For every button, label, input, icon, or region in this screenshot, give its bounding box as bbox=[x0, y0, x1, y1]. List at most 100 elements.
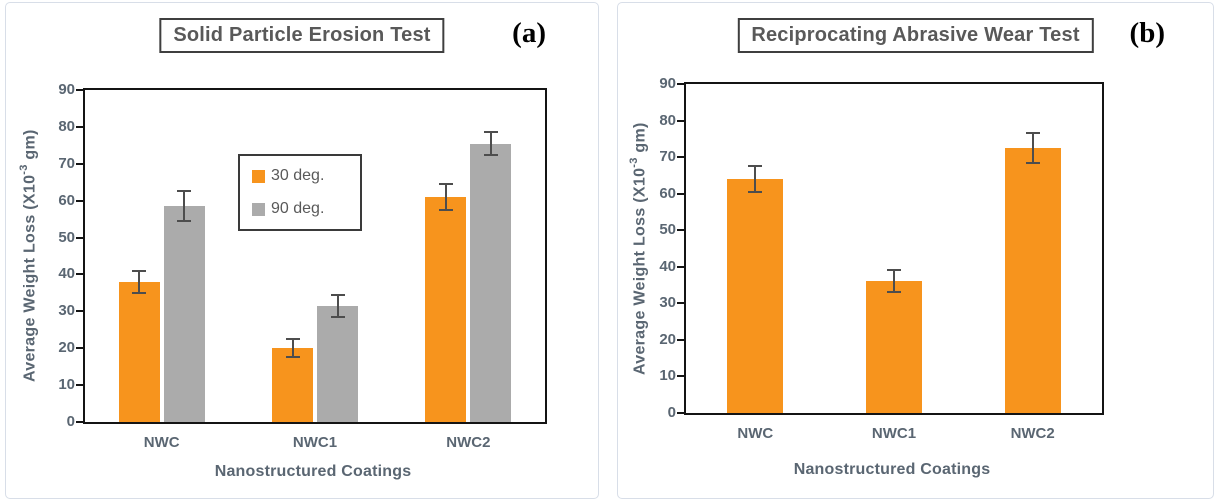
y-tick-mark bbox=[76, 310, 83, 313]
y-tick-label: 0 bbox=[667, 404, 676, 421]
y-tick-mark bbox=[76, 199, 83, 202]
y-tick-mark bbox=[677, 156, 684, 159]
y-tick-label: 30 bbox=[659, 294, 676, 312]
y-tick-label: 0 bbox=[66, 413, 75, 430]
y-tick-label: 90 bbox=[659, 75, 676, 92]
y-tick-label: 50 bbox=[659, 221, 676, 239]
x-tick-label: NWC1 bbox=[292, 434, 338, 451]
error-bar-cap-bottom bbox=[748, 190, 763, 193]
plot-area-a: 30 deg. 90 deg. 0 10 20 30 40 50 60 70 80 90 NWC NW… bbox=[58, 81, 547, 451]
y-tick-mark bbox=[76, 384, 83, 387]
error-bar-cap-bottom bbox=[177, 219, 192, 222]
error-bar-cap-top bbox=[285, 338, 300, 340]
error-bar-line bbox=[183, 191, 186, 221]
y-tick-label: 50 bbox=[58, 228, 75, 246]
error-bar-cap-top bbox=[1025, 132, 1040, 135]
error-bar-cap-bottom bbox=[887, 291, 901, 294]
error-bar-cap-bottom bbox=[132, 291, 147, 294]
y-tick-mark bbox=[677, 192, 684, 195]
y-tick-mark bbox=[677, 119, 684, 122]
y-tick-label: 40 bbox=[659, 257, 676, 275]
panel-a: Solid Particle Erosion Test (a) Average … bbox=[5, 2, 599, 499]
x-tick-label: NWC1 bbox=[871, 425, 917, 442]
error-bar-line bbox=[291, 339, 294, 358]
bar bbox=[317, 305, 358, 422]
y-tick-label: 70 bbox=[58, 154, 75, 172]
y-tick-mark bbox=[76, 273, 83, 276]
y-axis-title-b-superscript: -3 bbox=[628, 157, 640, 168]
y-tick-label: 80 bbox=[58, 117, 75, 135]
x-tick-label: NWC2 bbox=[446, 434, 491, 451]
error-bar-cap-top bbox=[132, 269, 147, 272]
x-tick-label: NWC bbox=[737, 425, 774, 442]
y-tick-mark bbox=[76, 89, 83, 91]
x-axis-title-a: Nanostructured Coatings bbox=[214, 463, 412, 480]
error-bar-cap-top bbox=[887, 269, 901, 272]
y-tick-mark bbox=[677, 412, 684, 414]
legend: 30 deg. 90 deg. bbox=[238, 154, 362, 231]
error-bar-cap-top bbox=[483, 131, 498, 134]
y-tick-mark bbox=[76, 236, 83, 239]
plot-area-b: 0 10 20 30 40 50 60 70 80 90 NWC NWC1 NWC2 bbox=[659, 75, 1104, 442]
y-tick-label: 70 bbox=[659, 148, 676, 166]
panel-label-a: (a) bbox=[512, 17, 546, 49]
legend-label-90deg: 90 deg. bbox=[271, 200, 325, 217]
y-tick-label: 20 bbox=[58, 339, 75, 357]
error-bar-cap-top bbox=[330, 293, 345, 296]
bar bbox=[163, 206, 205, 422]
error-bar-line bbox=[754, 166, 757, 192]
panel-b: Reciprocating Abrasive Wear Test (b) Ave… bbox=[617, 2, 1214, 499]
legend-item-30deg: 30 deg. bbox=[252, 167, 348, 185]
error-bar-line bbox=[489, 132, 492, 155]
y-tick-label: 20 bbox=[659, 330, 676, 348]
error-bar-cap-bottom bbox=[1025, 161, 1040, 164]
y-tick-mark bbox=[677, 83, 684, 85]
y-tick-mark bbox=[677, 338, 684, 341]
bar bbox=[727, 179, 784, 413]
y-tick-label: 10 bbox=[659, 367, 676, 385]
y-tick-mark bbox=[677, 302, 684, 305]
y-tick-mark bbox=[677, 375, 684, 378]
chart-title-a: Solid Particle Erosion Test bbox=[173, 24, 431, 46]
y-tick-mark bbox=[677, 265, 684, 268]
error-bar-line bbox=[1031, 133, 1034, 163]
y-tick-label: 30 bbox=[58, 302, 75, 320]
x-tick-label: NWC bbox=[143, 434, 180, 451]
bar bbox=[1004, 147, 1061, 413]
error-bar-line bbox=[336, 294, 339, 317]
y-tick-mark bbox=[677, 229, 684, 232]
y-tick-label: 90 bbox=[58, 81, 75, 98]
error-bar-cap-bottom bbox=[330, 315, 345, 318]
error-bar-cap-top bbox=[438, 183, 453, 186]
legend-label-30deg: 30 deg. bbox=[271, 167, 325, 184]
bar bbox=[866, 281, 922, 413]
error-bar-line bbox=[893, 270, 895, 293]
y-tick-label: 40 bbox=[58, 265, 75, 283]
error-bar-cap-bottom bbox=[483, 153, 498, 156]
bar bbox=[118, 281, 160, 422]
x-axis-title-b: Nanostructured Coatings bbox=[793, 461, 991, 478]
y-axis-title-a-superscript: -3 bbox=[18, 164, 30, 176]
y-tick-label: 10 bbox=[58, 376, 75, 394]
chart-title-b: Reciprocating Abrasive Wear Test bbox=[751, 24, 1080, 46]
y-tick-label: 60 bbox=[58, 191, 75, 209]
x-tick-label: NWC2 bbox=[1010, 425, 1055, 442]
chart-title-box-a: Solid Particle Erosion Test bbox=[159, 18, 445, 53]
bar bbox=[272, 348, 313, 422]
error-bar-cap-top bbox=[748, 165, 763, 168]
y-tick-mark bbox=[76, 162, 83, 165]
y-axis-title-a: Average Weight Loss (X10-3 gm) bbox=[18, 88, 39, 424]
y-tick-mark bbox=[76, 421, 83, 423]
y-axis-title-a-suffix: gm) bbox=[21, 129, 39, 165]
legend-item-90deg: 90 deg. bbox=[252, 200, 348, 218]
error-bar-cap-top bbox=[177, 190, 192, 193]
y-tick-mark bbox=[76, 125, 83, 128]
error-bar-cap-bottom bbox=[438, 208, 453, 211]
chart-title-box-b: Reciprocating Abrasive Wear Test bbox=[737, 18, 1094, 53]
bar bbox=[470, 143, 512, 422]
y-tick-label: 80 bbox=[659, 111, 676, 129]
error-bar-cap-bottom bbox=[285, 356, 300, 359]
y-tick-label: 60 bbox=[659, 184, 676, 202]
legend-swatch-90deg bbox=[252, 202, 265, 216]
